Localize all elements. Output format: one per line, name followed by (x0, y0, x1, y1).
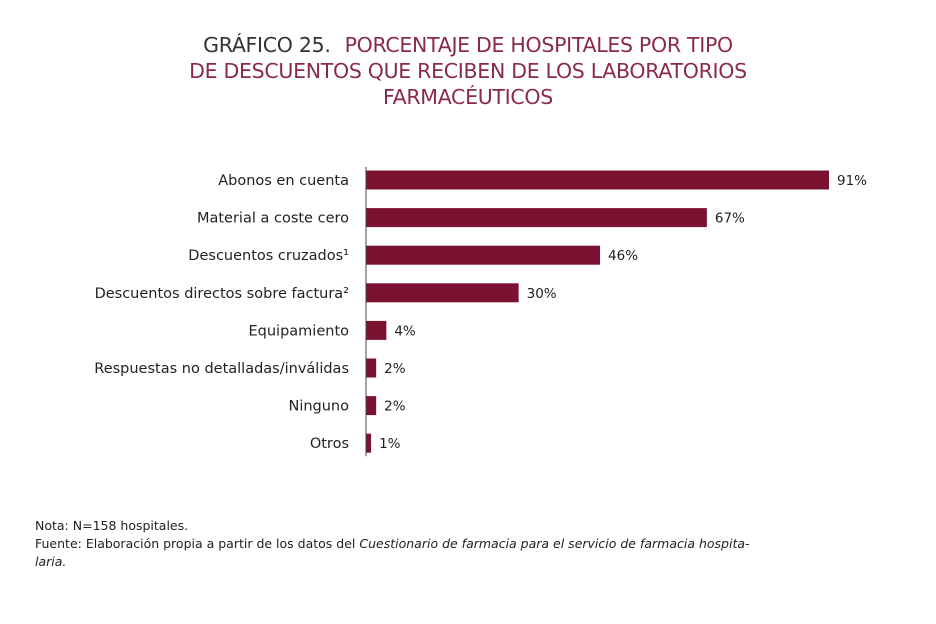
note-n: Nota: N=158 hospitales. (35, 518, 189, 533)
category-label: Otros (310, 436, 349, 452)
title-line-3: FARMACÉUTICOS (383, 85, 553, 109)
category-label: Abonos en cuenta (218, 173, 349, 189)
source-prefix: Fuente: Elaboración propia a partir de l… (35, 536, 360, 551)
value-label: 91% (837, 173, 867, 189)
value-label: 30% (527, 286, 557, 302)
value-label: 67% (715, 211, 745, 227)
value-label: 4% (394, 323, 416, 339)
source-title-cont: laria. (35, 554, 67, 569)
bar (366, 283, 519, 303)
bar (366, 245, 601, 265)
source-note: Fuente: Elaboración propia a partir de l… (35, 535, 750, 553)
category-label: Respuestas no detalladas/inválidas (94, 361, 349, 377)
notes: Nota: N=158 hospitales. Fuente: Elaborac… (35, 517, 750, 571)
category-label: Equipamiento (249, 323, 350, 339)
bar (366, 208, 707, 228)
value-label: 46% (608, 248, 638, 264)
chart-title: GRÁFICO 25. PORCENTAJE DE HOSPITALES POR … (0, 32, 936, 110)
value-label: 2% (384, 399, 406, 415)
bar (366, 170, 829, 190)
category-label: Material a coste cero (197, 211, 349, 227)
bar (366, 433, 372, 453)
title-number: GRÁFICO 25. (203, 33, 331, 57)
value-label: 1% (379, 436, 401, 452)
category-label: Descuentos cruzados¹ (188, 248, 349, 264)
bar (366, 358, 377, 378)
value-label: 2% (384, 361, 406, 377)
source-note-line2: laria. (35, 553, 750, 571)
category-label: Descuentos directos sobre factura² (95, 286, 349, 302)
title-line-2: DE DESCUENTOS QUE RECIBEN DE LOS LABORAT… (189, 59, 747, 83)
category-label: Ninguno (288, 399, 349, 415)
title-line-1: PORCENTAJE DE HOSPITALES POR TIPO (344, 33, 734, 57)
bar (366, 396, 377, 416)
bar-chart: Abonos en cuenta 91% Material a coste cero… (94, 167, 867, 457)
source-title: Cuestionario de farmacia para el servici… (359, 536, 750, 551)
bar (366, 320, 387, 340)
